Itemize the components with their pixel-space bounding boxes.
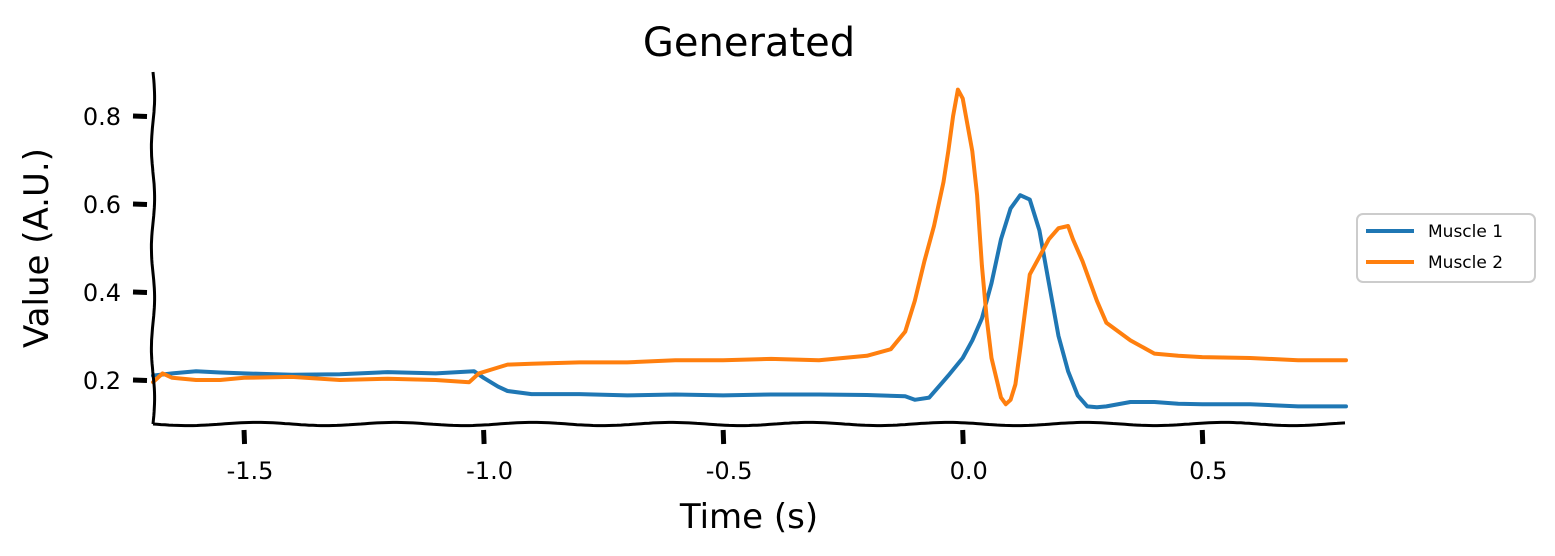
y-tick-label: 0.4 xyxy=(83,279,121,307)
y-axis-label: Value (A.U.) xyxy=(17,148,57,348)
x-tick-mark xyxy=(1199,429,1206,445)
x-axis-line xyxy=(152,420,1346,428)
y-tick-mark xyxy=(132,377,148,383)
x-tick-mark xyxy=(481,429,487,445)
y-tick-label: 0.8 xyxy=(83,103,121,131)
y-axis-line xyxy=(149,71,157,425)
series-line-muscle-1 xyxy=(151,193,1348,410)
x-tick-mark xyxy=(720,429,727,445)
y-tick-mark xyxy=(132,113,148,119)
chart-title: Generated xyxy=(643,20,855,66)
legend-label-muscle-1: Muscle 1 xyxy=(1428,222,1503,242)
y-tick-mark xyxy=(132,289,148,295)
x-tick-mark xyxy=(960,429,966,445)
x-tick-label: -1.5 xyxy=(227,457,274,485)
y-tick-label: 0.6 xyxy=(83,191,121,219)
x-axis-label: Time (s) xyxy=(679,497,818,537)
axis-ticks: -1.5 -1.0 -0.5 0.0 0.5 0.2 0.4 0.6 0.8 xyxy=(83,103,1228,485)
y-tick-label: 0.2 xyxy=(83,367,121,395)
y-tick-mark xyxy=(132,201,148,207)
series-line-muscle-2 xyxy=(151,87,1348,407)
x-tick-label: -0.5 xyxy=(706,457,753,485)
x-tick-label: 0.0 xyxy=(950,457,988,485)
legend-label-muscle-2: Muscle 2 xyxy=(1428,253,1503,273)
x-tick-label: 0.5 xyxy=(1189,457,1227,485)
x-tick-mark xyxy=(241,429,248,445)
series-lines xyxy=(151,87,1348,410)
legend: Muscle 1 Muscle 2 xyxy=(1356,213,1536,283)
x-tick-label: -1.0 xyxy=(466,457,513,485)
